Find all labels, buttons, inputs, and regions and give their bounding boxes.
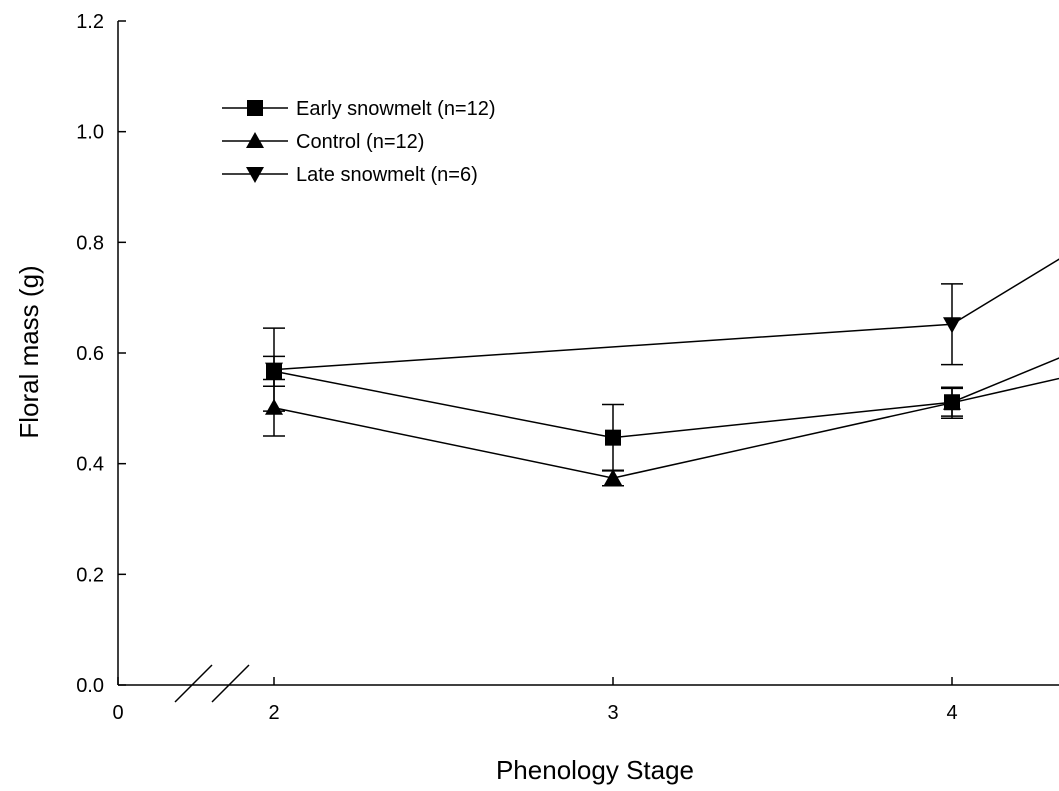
- x-axis-break-mark: [174, 664, 213, 703]
- y-axis-title: Floral mass (g): [14, 265, 44, 438]
- series-line: [273, 357, 1059, 439]
- data-point: [265, 362, 283, 379]
- x-tick-label: 2: [268, 702, 279, 724]
- x-axis-title: Phenology Stage: [496, 755, 694, 785]
- legend-label: Control (n=12): [296, 131, 424, 153]
- series-layer: [263, 258, 1059, 487]
- legend-label: Early snowmelt (n=12): [296, 98, 496, 120]
- y-tick-label: 1.0: [76, 122, 104, 144]
- legend: Early snowmelt (n=12) Control (n=12) Late …: [222, 98, 496, 186]
- y-tick-label: 0.2: [76, 564, 104, 586]
- data-point: [943, 393, 961, 410]
- x-tick-label: 3: [607, 702, 618, 724]
- series-line: [273, 258, 1059, 371]
- data-point: [604, 469, 622, 486]
- series-0: [263, 355, 1059, 472]
- x-tick-label: 0: [112, 702, 123, 724]
- legend-marker: [247, 100, 263, 116]
- data-point: [943, 317, 961, 334]
- series-2: [263, 258, 1059, 412]
- data-point: [605, 429, 621, 446]
- x-tick-label: 4: [946, 702, 957, 724]
- legend-marker: [246, 132, 264, 148]
- axes: 0.00.20.40.60.81.01.202345: [76, 11, 1059, 724]
- x-axis-break-mark: [211, 664, 250, 703]
- legend-label: Late snowmelt (n=6): [296, 164, 478, 186]
- y-tick-label: 0.0: [76, 675, 104, 697]
- series-line: [273, 377, 1059, 479]
- y-tick-label: 0.8: [76, 232, 104, 254]
- y-tick-label: 0.4: [76, 454, 104, 476]
- y-tick-label: 1.2: [76, 11, 104, 33]
- y-tick-label: 0.6: [76, 343, 104, 365]
- legend-marker: [246, 167, 264, 183]
